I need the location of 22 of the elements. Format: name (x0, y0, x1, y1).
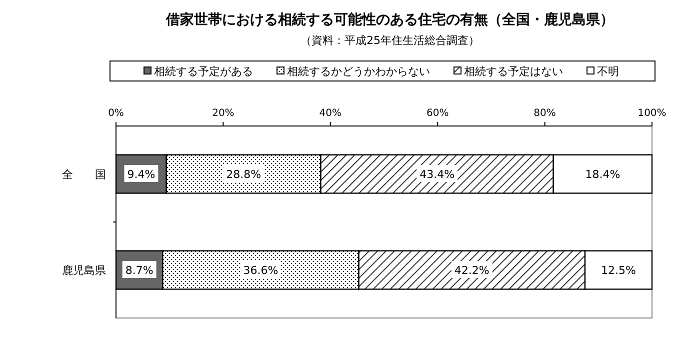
chart-subtitle: （資料：平成25年住生活総合調査） (300, 34, 480, 47)
x-tick-label: 0% (108, 108, 124, 119)
x-tick-label: 60% (426, 108, 449, 119)
legend-label: 不明 (597, 65, 619, 78)
chart-title: 借家世帯における相続する可能性のある住宅の有無（全国・鹿児島県） (165, 11, 614, 28)
data-label: 12.5% (601, 264, 636, 277)
data-label: 8.7% (125, 264, 154, 277)
data-label: 28.8% (226, 168, 262, 181)
y-tick-label: 全 国 (62, 168, 106, 181)
legend-label: 相続するかどうかわからない (287, 65, 430, 78)
data-label: 9.4% (127, 168, 156, 181)
data-label: 18.4% (585, 168, 620, 181)
data-label: 43.4% (420, 168, 455, 181)
x-tick-label: 40% (319, 108, 342, 119)
data-label: 42.2% (454, 264, 490, 277)
data-label: 36.6% (243, 264, 278, 277)
y-tick-label: 鹿児島県 (62, 264, 106, 277)
x-tick-label: 100% (638, 108, 666, 119)
x-tick-label: 80% (534, 108, 556, 119)
x-tick-label: 20% (212, 108, 234, 119)
legend-label: 相続する予定がある (154, 65, 253, 78)
legend-label: 相続する予定はない (464, 65, 563, 78)
